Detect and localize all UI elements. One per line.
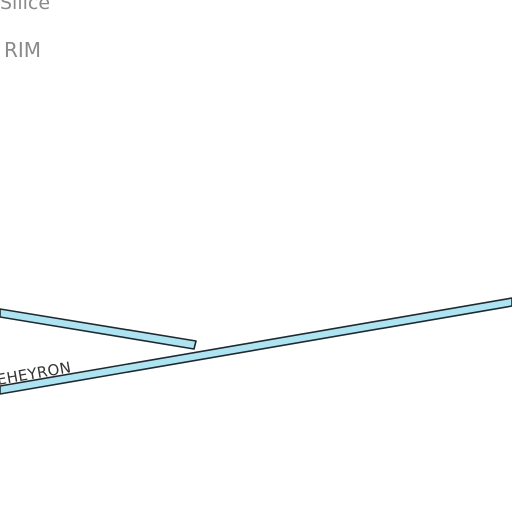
road-west-shape	[0, 309, 196, 349]
road-segment-main[interactable]	[0, 298, 512, 394]
road-main-shape	[0, 298, 512, 394]
road-segment-west[interactable]	[0, 309, 196, 349]
place-label-second: RIM	[4, 38, 41, 62]
place-label-top: Silice	[0, 0, 50, 14]
